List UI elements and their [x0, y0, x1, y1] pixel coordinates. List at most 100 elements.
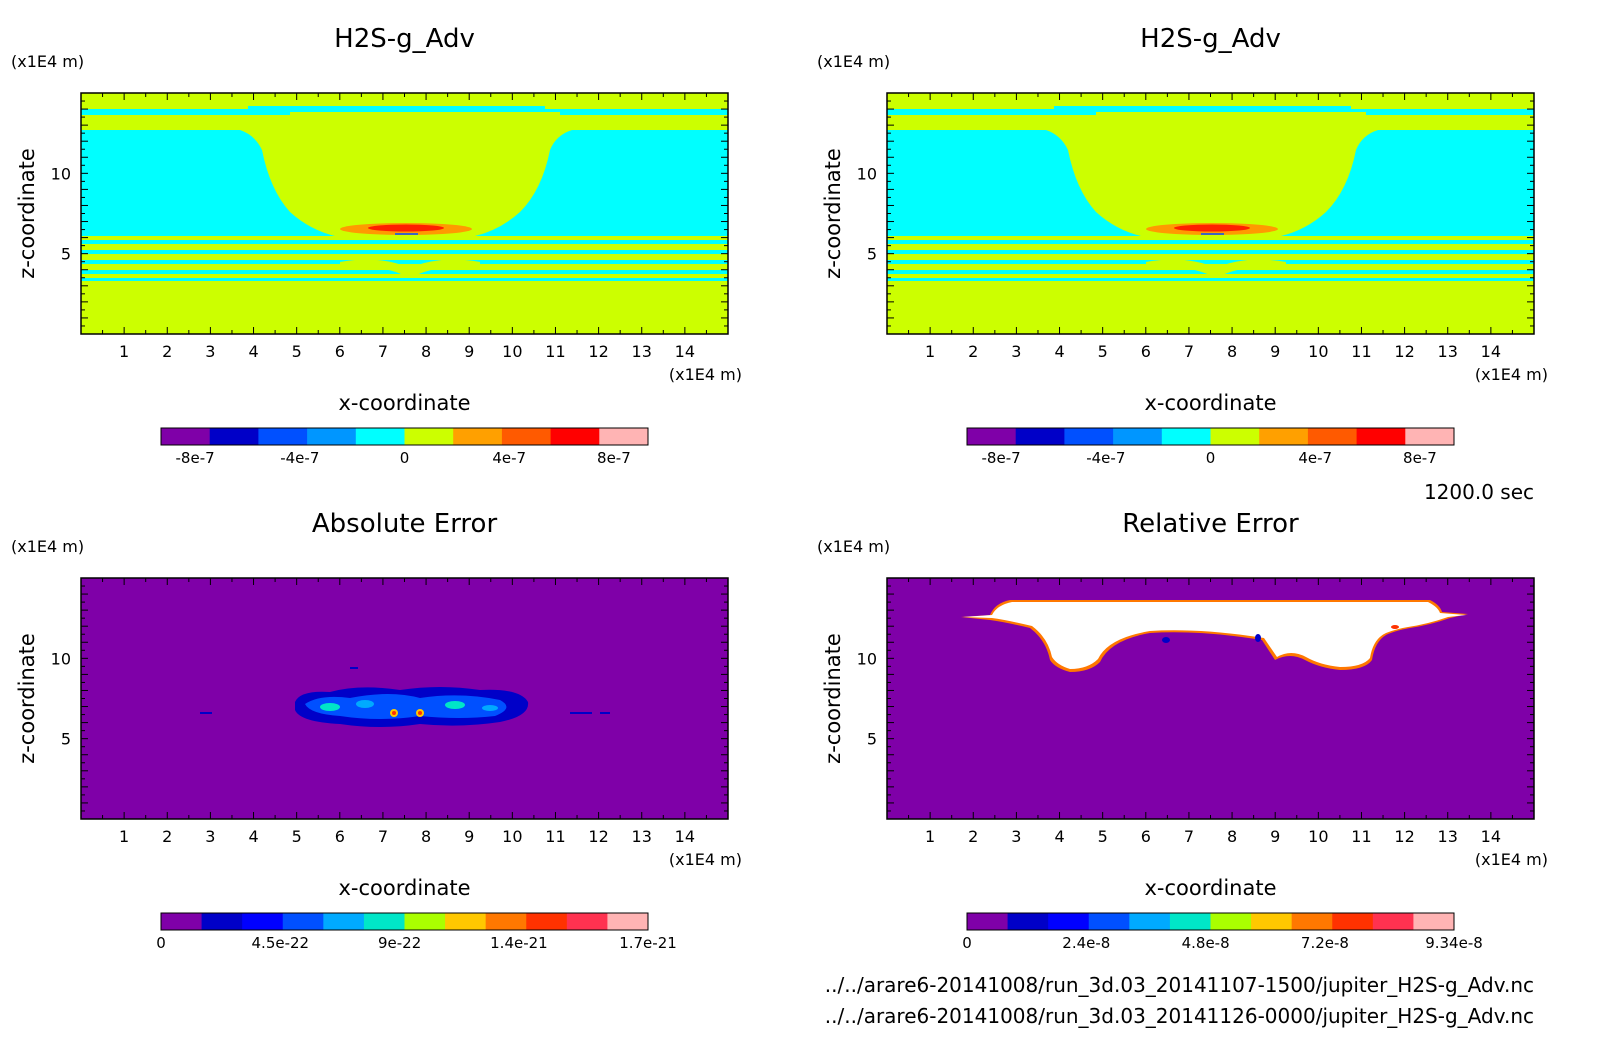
panel4-colorbar-swatch	[1413, 913, 1455, 930]
panel4-y-tick-label: 5	[867, 730, 877, 749]
panel2-x-label: x-coordinate	[1144, 391, 1276, 415]
panel2-y-tick-label: 5	[867, 245, 877, 264]
panel2-colorbar-swatch	[1405, 428, 1455, 445]
panel4-x-tick-label: 12	[1394, 827, 1414, 846]
panel3-colorbar-swatch	[161, 913, 203, 930]
panel2-x-tick-label: 2	[968, 342, 978, 361]
panel4-colorbar-swatch	[1169, 913, 1211, 930]
panel3-colorbar-frame	[160, 912, 649, 931]
panel2-cyan-band-3	[887, 260, 1534, 264]
panel1-colorbar-label: 8e-7	[597, 449, 631, 467]
panel1-x-tick-label: 4	[248, 342, 258, 361]
panel4-x-tick-label: 13	[1438, 827, 1458, 846]
panel1-colorbar-swatch	[404, 428, 454, 445]
panel2-colorbar-frame	[966, 427, 1455, 446]
panel1-colorbar-swatch	[209, 428, 259, 445]
panel3-x-tick-label: 5	[292, 827, 302, 846]
footer-file-path-1: ../../arare6-20141008/run_3d.03_20141107…	[825, 973, 1534, 997]
panel4-x-tick-label: 8	[1227, 827, 1237, 846]
panel3-error-speck-1	[200, 712, 212, 714]
panel2-plume-red	[1174, 224, 1250, 232]
panel3-error-cyan-2	[356, 700, 374, 708]
panel4-colorbar-swatch	[1129, 913, 1171, 930]
panel1-x-tick-label: 12	[588, 342, 608, 361]
panel2-cyan-left-lobe	[887, 130, 1141, 236]
panel3-colorbar-label: 9e-22	[378, 934, 421, 952]
panel3-x-tick-label: 8	[421, 827, 431, 846]
panel4-colorbar-swatch	[1048, 913, 1090, 930]
panel4-y-tick-label: 10	[857, 649, 877, 668]
panel1-x-tick-label: 11	[545, 342, 565, 361]
panel3-colorbar-swatch	[363, 913, 405, 930]
panel3-colorbar-swatch	[445, 913, 487, 930]
panel4-colorbar-swatch	[1088, 913, 1130, 930]
panel4-colorbar-frame	[966, 912, 1455, 931]
panel1-x-tick-label: 5	[292, 342, 302, 361]
panel3-error-blob-mid	[305, 694, 507, 719]
panel4-colorbar-swatch	[1372, 913, 1414, 930]
panel1-x-tick-label: 13	[632, 342, 652, 361]
panel1-x-tick-label: 1	[119, 342, 129, 361]
panel2-colorbar-label: -4e-7	[1086, 449, 1125, 467]
panel3-error-cyan-4	[482, 705, 498, 711]
panel2-x-tick-label: 9	[1270, 342, 1280, 361]
panel1-x-tick-label: 2	[162, 342, 172, 361]
panel2-field	[887, 93, 1534, 334]
panel3-x-tick-label: 13	[632, 827, 652, 846]
panel4-error-speck-3	[1391, 625, 1399, 629]
panel1-cyan-band-2	[81, 250, 728, 254]
panel3-x-label: x-coordinate	[338, 876, 470, 900]
panel4-colorbar-label: 0	[962, 934, 972, 952]
panel3-colorbar-label: 1.4e-21	[490, 934, 548, 952]
panel1-y-tick-label: 10	[51, 164, 71, 183]
panel3-colorbar-swatch	[242, 913, 284, 930]
panel3-x-tick-label: 9	[464, 827, 474, 846]
panel4-x-tick-label: 6	[1141, 827, 1151, 846]
panel2-x-tick-label: 4	[1054, 342, 1064, 361]
panel4-x-tick-label: 11	[1351, 827, 1371, 846]
panel1-y-tick-label: 5	[61, 245, 71, 264]
panel1-colorbar-swatch	[307, 428, 357, 445]
panel2-colorbar-swatch	[1259, 428, 1309, 445]
panel3-x-tick-label: 11	[545, 827, 565, 846]
panel3-x-tick-label: 1	[119, 827, 129, 846]
panel3-y-unit: (x1E4 m)	[11, 537, 84, 556]
panel1-colorbar-swatch	[258, 428, 308, 445]
panel2-y-label: z-coordinate	[821, 148, 845, 279]
panel4-x-unit: (x1E4 m)	[1475, 850, 1548, 869]
panel1-colorbar-label: -4e-7	[280, 449, 319, 467]
panel1-wave-pattern	[340, 259, 480, 278]
panel1-x-unit: (x1E4 m)	[669, 365, 742, 384]
panel4-error-speck-1	[1162, 637, 1170, 643]
panel2-x-tick-label: 7	[1184, 342, 1194, 361]
panel2-cyan-band-2	[887, 250, 1534, 254]
panel4-colorbar-swatch	[1291, 913, 1333, 930]
panel3-error-peak-2-core	[418, 711, 422, 715]
panel4-error-white	[963, 602, 1466, 669]
panel2-colorbar-swatch	[967, 428, 1017, 445]
panel3-colorbar-swatch	[404, 913, 446, 930]
panel4-colorbar-label: 4.8e-8	[1182, 934, 1230, 952]
panel3-error-speck-3	[600, 712, 610, 714]
panel3-colorbar-label: 4.5e-22	[252, 934, 310, 952]
panel1-colorbar-swatch	[161, 428, 211, 445]
panel4-x-tick-label: 14	[1481, 827, 1501, 846]
panel2-colorbar-swatch	[1161, 428, 1211, 445]
footer-file-path-2: ../../arare6-20141008/run_3d.03_20141126…	[825, 1004, 1534, 1028]
panel1-x-tick-label: 10	[502, 342, 522, 361]
panel1-colorbar-frame	[160, 427, 649, 446]
panel3-error-peak-1-core	[392, 711, 396, 715]
panel1-x-tick-label: 7	[378, 342, 388, 361]
panel1-colorbar-swatch	[453, 428, 503, 445]
panel3-colorbar-swatch	[566, 913, 608, 930]
panel1-cyan-right-lobe	[475, 130, 728, 236]
panel2-x-tick-label: 12	[1394, 342, 1414, 361]
panel3-x-tick-label: 4	[248, 827, 258, 846]
panel3-x-unit: (x1E4 m)	[669, 850, 742, 869]
panel4-x-tick-label: 4	[1054, 827, 1064, 846]
panel2-cyan-right-lobe	[1281, 130, 1534, 236]
panel3-x-tick-label: 3	[205, 827, 215, 846]
panel4-y-unit: (x1E4 m)	[817, 537, 890, 556]
